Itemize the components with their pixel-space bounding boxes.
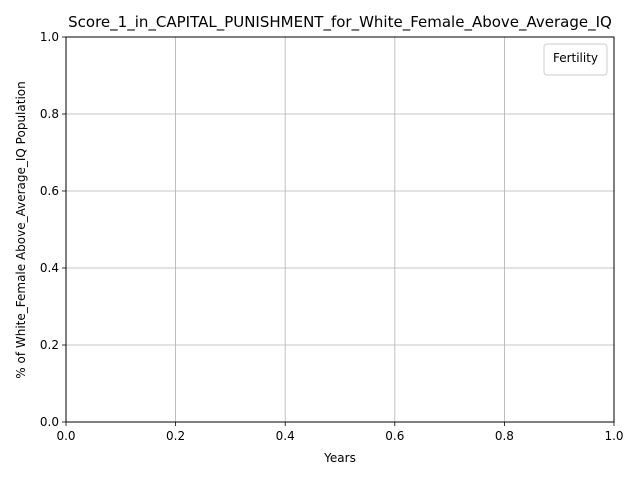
x-axis: 0.0 0.2 0.4 0.6 0.8 1.0: [56, 422, 624, 443]
legend: Fertility: [543, 43, 608, 76]
y-tick-label: 0.2: [40, 338, 59, 352]
y-tick-label: 0.0: [40, 415, 59, 429]
x-tick-label: 0.0: [56, 429, 75, 443]
legend-title: Fertility: [553, 51, 598, 65]
x-tick-label: 0.4: [276, 429, 295, 443]
x-tick-label: 0.2: [166, 429, 185, 443]
x-tick-label: 0.6: [385, 429, 404, 443]
x-axis-label: Years: [323, 451, 356, 465]
y-tick-label: 0.8: [40, 107, 59, 121]
y-axis-label: % of White_Female Above_Average_IQ Popul…: [14, 81, 28, 378]
plot-frame: [65, 36, 615, 423]
legend-box: [543, 43, 608, 76]
y-tick-label: 0.4: [40, 261, 59, 275]
x-tick-label: 0.8: [495, 429, 514, 443]
y-tick-label: 0.6: [40, 184, 59, 198]
grid: [65, 36, 615, 423]
x-tick-label: 1.0: [604, 429, 623, 443]
y-tick-label: 1.0: [40, 30, 59, 44]
y-axis: 0.0 0.2 0.4 0.6 0.8 1.0: [40, 30, 66, 429]
chart-title: Score_1_in_CAPITAL_PUNISHMENT_for_White_…: [68, 13, 612, 32]
